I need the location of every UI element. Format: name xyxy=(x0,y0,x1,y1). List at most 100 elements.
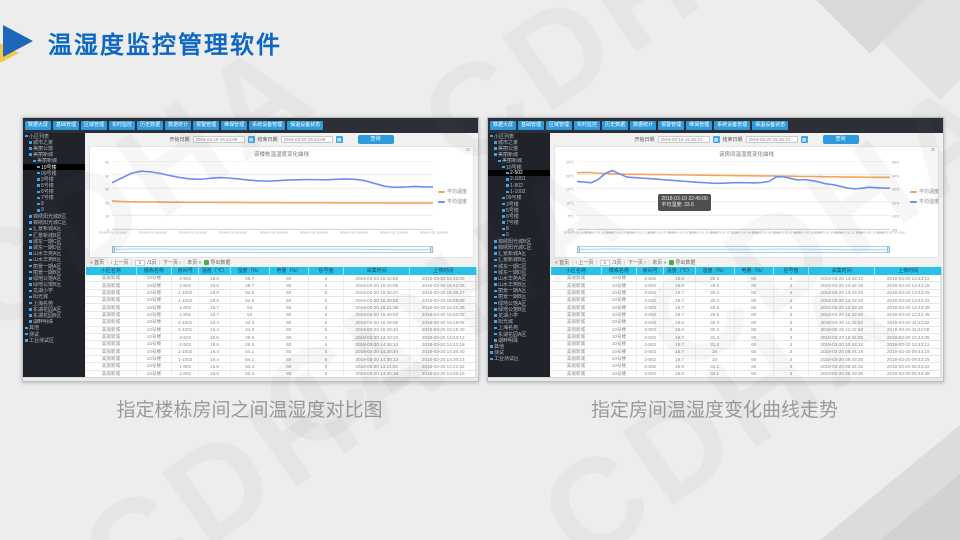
tree-item[interactable]: 5号楼 xyxy=(23,183,85,189)
tree-item[interactable]: 山水华苑B区 xyxy=(488,282,550,288)
toolbar-button[interactable]: 系统设备管理 xyxy=(714,121,751,130)
page-number-input[interactable] xyxy=(599,259,610,266)
toolbar-button[interactable]: 区域管理 xyxy=(546,121,573,130)
table-scrollbar[interactable] xyxy=(475,275,477,378)
tree-item[interactable]: 汇景新城B区 xyxy=(488,257,550,263)
tree-item[interactable]: 7号楼 xyxy=(23,195,85,201)
tree-item[interactable]: 丽景一期B区 xyxy=(23,269,85,275)
tree-item[interactable]: 工业测试区 xyxy=(488,356,550,362)
calendar-icon[interactable]: ▦ xyxy=(800,136,808,143)
tree-item[interactable]: 汇景新城A区 xyxy=(23,226,85,232)
tree-item[interactable]: 城东一期D区 xyxy=(23,244,85,251)
toolbar-button[interactable]: 保温设备状态 xyxy=(287,121,324,130)
tree-item[interactable]: 测试 xyxy=(23,331,85,337)
table-row[interactable]: 美丽新城 10号楼 1-1002 19.5 54.8 50 5 2018-03-20 15:3… xyxy=(86,289,477,298)
toolbar-button[interactable]: 报警管理 xyxy=(193,121,220,130)
table-row[interactable]: 美丽新城 10号楼 2-502 18.6 29.7 60 4 2018-03-20 15:42… xyxy=(86,275,477,283)
tree-item[interactable]: 5号楼 xyxy=(488,207,550,213)
toolbar-button[interactable]: 系统设备管理 xyxy=(249,121,286,130)
table-scrollbar[interactable] xyxy=(940,275,942,378)
tree-item[interactable]: 城东一期D区 xyxy=(488,269,550,275)
legend-item[interactable]: 平均湿度 xyxy=(438,198,467,205)
page-number-input[interactable] xyxy=(134,259,145,266)
table-row[interactable]: 美丽新城 10号楼 2-502 18.7 31.4 60 3 2018-03-20 10:44… xyxy=(551,333,942,342)
tree-item[interactable]: 锦绣阳光城B区 xyxy=(488,238,550,244)
tree-item[interactable]: 城东一期C区 xyxy=(488,263,550,269)
export-button[interactable]: 导出数据 xyxy=(203,259,230,266)
query-button[interactable]: 查询 xyxy=(357,135,394,144)
chart-menu-icon[interactable]: ≡ xyxy=(465,147,470,154)
tree-item[interactable]: 小区列表 xyxy=(23,133,85,139)
tree-item[interactable]: 城东一期C区 xyxy=(23,238,85,244)
tree-item[interactable]: 山水华苑B区 xyxy=(23,257,85,263)
legend-item[interactable]: 平均温度 xyxy=(910,188,939,195)
toolbar-button[interactable]: 数据统计 xyxy=(165,121,192,130)
tree-item[interactable]: 9 xyxy=(488,232,550,238)
toolbar-button[interactable]: 实时监控 xyxy=(574,121,601,130)
tree-item[interactable]: 锦绣阳光城B区 xyxy=(23,213,85,220)
tree-item[interactable]: 绿地公馆B区 xyxy=(23,282,85,288)
pagination-first-button[interactable]: « 首页 xyxy=(555,260,570,266)
toolbar-button[interactable]: 数据大屏 xyxy=(490,121,517,130)
tree-item[interactable]: 东湖花园A区 xyxy=(23,306,85,312)
table-row[interactable]: 美丽新城 10号楼 2-502 18.6 29.5 60 4 2018-03-20 14:42… xyxy=(551,282,942,290)
toolbar-button[interactable]: 历史数据 xyxy=(137,121,164,130)
tree-item[interactable]: 城市之家 xyxy=(488,139,550,145)
toolbar-button[interactable]: 保温设备状态 xyxy=(752,121,789,130)
export-button[interactable]: 导出数据 xyxy=(668,259,695,266)
tree-item[interactable]: 8 xyxy=(488,226,550,232)
table-row[interactable]: 美丽新城 10号楼 1-802 18.6 53.4 60 3 2018-03-20 14:21… xyxy=(86,363,477,371)
table-row[interactable]: 美丽新城 10号楼 1-802 18.7 53 60 3 2018-03-20 15:21:3… xyxy=(86,304,477,312)
tree-item[interactable]: 7号楼 xyxy=(488,220,550,226)
tree-item[interactable]: 6号楼 xyxy=(23,189,85,195)
query-button[interactable]: 查询 xyxy=(822,135,859,144)
table-row[interactable]: 美丽新城 10号楼 2-502 18.7 31.4 60 3 2018-03-20 10:43… xyxy=(551,341,942,349)
datazoom-handle-left[interactable] xyxy=(112,246,115,253)
table-row[interactable]: 美丽新城 10号楼 1-1002 19.5 54.8 50 5 2018-03-20 15:2… xyxy=(86,297,477,305)
tree-item[interactable]: 上海名苑 xyxy=(488,325,550,331)
tree-item[interactable]: 10号楼 xyxy=(23,163,85,171)
tree-item[interactable]: 丽景一期A区 xyxy=(23,263,85,269)
pagination-next-button[interactable]: 下一页 › xyxy=(162,260,181,266)
tree-item[interactable]: 美丽公馆 xyxy=(23,145,85,152)
pagination-prev-button[interactable]: ‹ 上一页 xyxy=(575,260,594,266)
tree-item[interactable]: 阳光城 xyxy=(488,319,550,325)
tree-item[interactable]: 1-1002 xyxy=(488,189,550,195)
tree-item[interactable]: 测试 xyxy=(488,350,550,356)
table-row[interactable]: 美丽新城 10号楼 2-1001 19.4 24.3 60 5 2018-03-20 15:1… xyxy=(86,326,477,334)
tree-item[interactable]: 2-1001 xyxy=(488,176,550,182)
tree-item[interactable]: 丽景一期B区 xyxy=(488,294,550,300)
chart-menu-icon[interactable]: ≡ xyxy=(930,147,935,154)
table-row[interactable]: 美丽新城 10号楼 2-502 18.7 30.4 60 4 2018-03-20 13:42… xyxy=(551,297,942,305)
tree-item[interactable]: 汇景新城A区 xyxy=(488,251,550,257)
tree-item[interactable]: 锦绣阳光城C区 xyxy=(488,244,550,251)
toolbar-button[interactable]: 维保管理 xyxy=(221,121,248,130)
calendar-icon[interactable]: ▦ xyxy=(335,136,343,143)
tree-item[interactable]: 其他 xyxy=(23,325,85,331)
tree-item[interactable]: 湖畔明珠 xyxy=(23,319,85,325)
tree-item[interactable]: 美丽新城 xyxy=(488,158,550,164)
pagination-first-button[interactable]: « 首页 xyxy=(90,260,105,266)
tree-item[interactable]: 09号楼 xyxy=(23,170,85,176)
calendar-icon[interactable]: ▦ xyxy=(712,136,720,143)
table-row[interactable]: 美丽新城 10号楼 2-502 18.7 29.5 60 4 2018-03-20 12:43… xyxy=(551,304,942,312)
legend-item[interactable]: 平均温度 xyxy=(438,188,467,195)
datazoom-handle-right[interactable] xyxy=(887,246,890,253)
datazoom-handle-left[interactable] xyxy=(577,246,580,253)
tree-item[interactable]: 小区列表 xyxy=(488,133,550,139)
table-row[interactable]: 美丽新城 10号楼 2-502 18.6 29.5 60 4 2018-03-20 14:43… xyxy=(86,333,477,342)
tree-item[interactable]: 汇景新城B区 xyxy=(23,232,85,238)
end-date-input[interactable] xyxy=(280,136,333,143)
tree-item[interactable]: 美丽公馆 xyxy=(488,145,550,152)
tree-item[interactable]: 山水华苑A区 xyxy=(488,275,550,282)
tree-item[interactable]: 美丽新城 xyxy=(488,152,550,158)
tree-item[interactable]: 绿地公馆A区 xyxy=(23,275,85,282)
tree-item[interactable]: 3号楼 xyxy=(488,201,550,207)
tree-item[interactable]: 绿地公馆B区 xyxy=(488,306,550,312)
end-date-input[interactable] xyxy=(745,136,798,143)
tree-item[interactable]: 山水华苑A区 xyxy=(23,251,85,257)
tree-item[interactable]: 城市之家 xyxy=(23,139,85,145)
toolbar-button[interactable]: 区域管理 xyxy=(81,121,108,130)
toolbar-button[interactable]: 报警管理 xyxy=(658,121,685,130)
tree-item[interactable]: 丽景一期A区 xyxy=(488,288,550,294)
